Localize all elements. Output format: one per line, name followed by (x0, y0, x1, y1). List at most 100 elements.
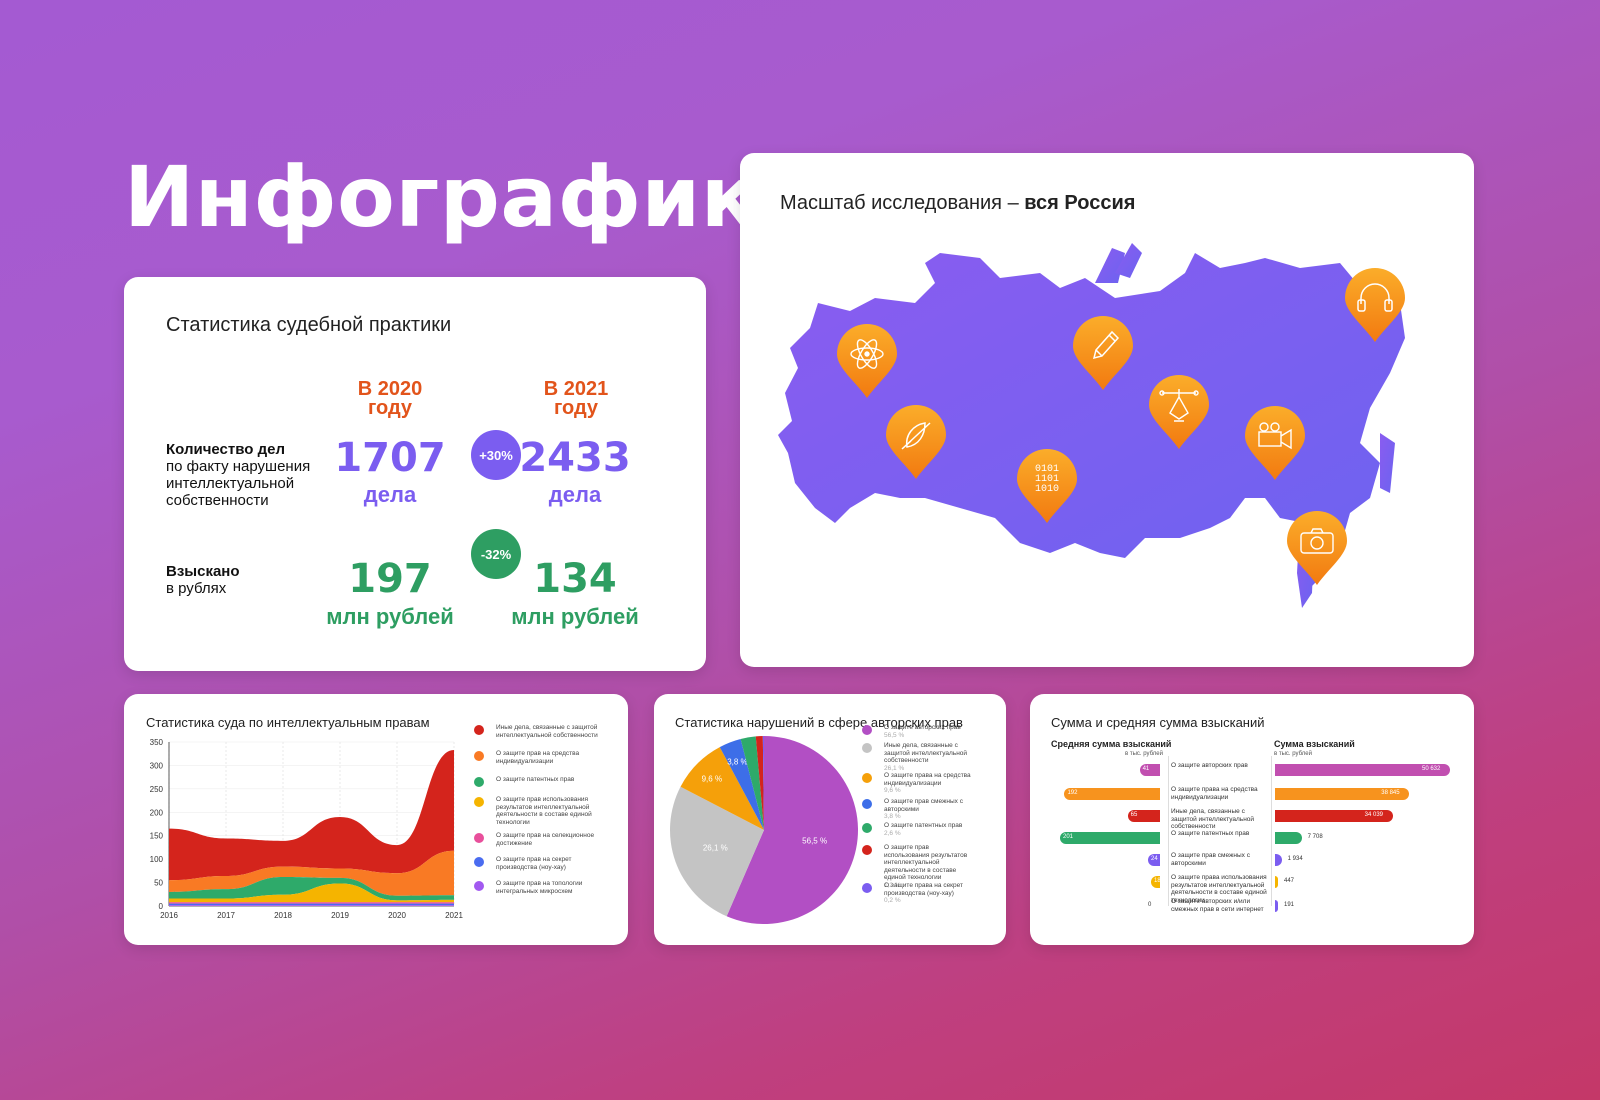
avg-bar-value: 65 (1130, 812, 1138, 818)
sum-bar (1275, 854, 1282, 866)
cases-change-badge: +30% (471, 430, 521, 480)
copyright-pie-card: Статистика нарушений в сфере авторских п… (654, 694, 1006, 945)
pie-chart-title: Статистика нарушений в сфере авторских п… (675, 715, 963, 730)
legend-color-dot (474, 725, 484, 735)
map-title-bold: вся Россия (1024, 192, 1136, 214)
legend-value: 9,6 % (884, 787, 901, 794)
year-2021-line2: году (553, 397, 599, 419)
map-pin-video[interactable] (1244, 406, 1306, 487)
legend-label: О защите патентных прав (884, 822, 963, 829)
sum-bar (1275, 788, 1410, 800)
legend-color-dot (474, 833, 484, 843)
avg-bar-value: 18 (1154, 878, 1161, 884)
bar-category-label: О защите прав смежных с авторскими (1171, 852, 1250, 867)
cases-row-label: Количество дел по факту нарушения интелл… (166, 441, 336, 509)
x-tick-label: 2018 (274, 911, 292, 920)
area-series (169, 883, 454, 903)
area-series (169, 903, 454, 906)
bar-right-sub: в тыс. рублей (1274, 751, 1312, 757)
map-pin-pen-tool[interactable] (1148, 375, 1210, 456)
legend-label: О защите права на средства индивидуализа… (884, 772, 971, 787)
rub-row-label: Взыскано в рублях (166, 563, 336, 597)
sum-bar-value: 447 (1284, 878, 1295, 884)
legend-color-dot (862, 845, 872, 855)
bar-category-label: О защите права на средства индивидуализа… (1171, 786, 1258, 801)
map-island-2 (1115, 243, 1142, 278)
legend-value: 26,1 % (884, 764, 905, 772)
legend-color-dot (862, 743, 872, 753)
cases-2020-value: 1707 (334, 435, 446, 481)
copyright-pie-chart: 56,5 % 26,1 % 9,6 % 3,8 % (670, 736, 858, 924)
bar-left-sub: в тыс. рублей (1125, 751, 1163, 757)
legend-label: О защите прав на средства индивидуализац… (496, 750, 580, 765)
legend-color-dot (474, 751, 484, 761)
sum-bar (1275, 900, 1278, 912)
russia-map-card: Масштаб исследования – вся Россия 0101 1… (740, 153, 1474, 667)
legend-item: О защите права на секрет производства (н… (862, 882, 972, 905)
legend-label: О защите прав использования результатов … (884, 844, 968, 881)
bar-chart-area: 41 О защите авторских прав 50 632 192 О защи… (1030, 756, 1474, 941)
sum-bar (1275, 876, 1278, 888)
pie-chart-legend: О защите авторских прав 56,5 % Иные дела, … (862, 724, 1002, 939)
bar-left-title: Средняя сумма взысканий (1051, 739, 1172, 749)
rub-2021-value: 134 (533, 556, 617, 602)
avg-bar (1060, 832, 1160, 844)
legend-item: О защите прав смежных с авторскими 3,8 % (862, 798, 972, 821)
year-2020-label: В 2020 году (310, 378, 470, 418)
legend-color-dot (862, 883, 872, 893)
pie-slice (670, 786, 764, 917)
recovery-bar-card: Сумма и средняя сумма взысканий Средняя … (1030, 694, 1474, 945)
y-tick-label: 350 (150, 738, 164, 747)
year-2021-label: В 2021 году (496, 379, 656, 419)
legend-item: О защите прав на секрет производства (но… (474, 856, 599, 871)
binary-code-icon: 0101 1101 1010 (1035, 464, 1059, 495)
legend-item: Иные дела, связанные с защитой интеллект… (474, 724, 599, 739)
year-2020-line1: В 2020 (357, 378, 423, 400)
map-card-title: Масштаб исследования – вся Россия (780, 192, 1135, 215)
russia-map (778, 243, 1405, 608)
pen-tool-icon (1159, 389, 1199, 422)
rub-change-badge: -32% (471, 529, 521, 579)
legend-label: О защите прав на селекционное достижение (496, 832, 595, 847)
map-title-regular: Масштаб исследования – (780, 192, 1025, 214)
sum-bar-value: 1 934 (1287, 856, 1303, 862)
pie-slice (719, 738, 764, 830)
legend-label: О защите прав на топологии интегральных … (496, 880, 583, 895)
bar-right-title: Сумма взысканий (1274, 739, 1355, 749)
ip-rights-chart-card: Статистика суда по интеллектуальным прав… (124, 694, 628, 945)
y-tick-label: 250 (150, 785, 164, 794)
legend-item: О защите прав использования результатов … (862, 844, 972, 889)
bar-axis-line (1271, 756, 1272, 906)
rub-2020-unit: млн рублей (326, 604, 454, 629)
legend-item: О защите прав на средства индивидуализац… (474, 750, 599, 765)
avg-bar (1148, 854, 1160, 866)
map-pin-binary[interactable]: 0101 1101 1010 (1016, 449, 1078, 530)
sum-bar (1275, 832, 1302, 844)
legend-label: О защите патентных прав (496, 776, 575, 783)
legend-color-dot (862, 773, 872, 783)
y-tick-label: 200 (150, 808, 164, 817)
area-series (169, 850, 454, 896)
map-pin-pencil[interactable] (1072, 316, 1134, 397)
map-pin-headphones[interactable] (1344, 268, 1406, 349)
legend-color-dot (474, 857, 484, 867)
x-tick-label: 2019 (331, 911, 349, 920)
area-series (169, 902, 454, 904)
map-pin-atom[interactable] (836, 324, 898, 405)
map-pin-leaf[interactable] (885, 405, 947, 486)
sum-bar-value: 7 708 (1307, 834, 1323, 840)
pie-slice (762, 736, 764, 830)
court-stats-card: Статистика судебной практики В 2020 году… (124, 277, 706, 671)
avg-bar (1151, 876, 1160, 888)
pie-slice-label: 56,5 % (802, 836, 827, 845)
pie-slice-label: 3,8 % (727, 758, 747, 767)
area-series (169, 905, 454, 906)
legend-color-dot (862, 823, 872, 833)
bar-category-label: О защите права использования результатов… (1171, 874, 1267, 904)
map-pin-camera[interactable] (1286, 511, 1348, 592)
legend-item: О защите прав на топологии интегральных … (474, 880, 599, 895)
legend-color-dot (862, 725, 872, 735)
leaf-icon (901, 422, 931, 450)
x-tick-label: 2017 (217, 911, 235, 920)
rub-row-label-bold: Взыскано (166, 563, 240, 580)
